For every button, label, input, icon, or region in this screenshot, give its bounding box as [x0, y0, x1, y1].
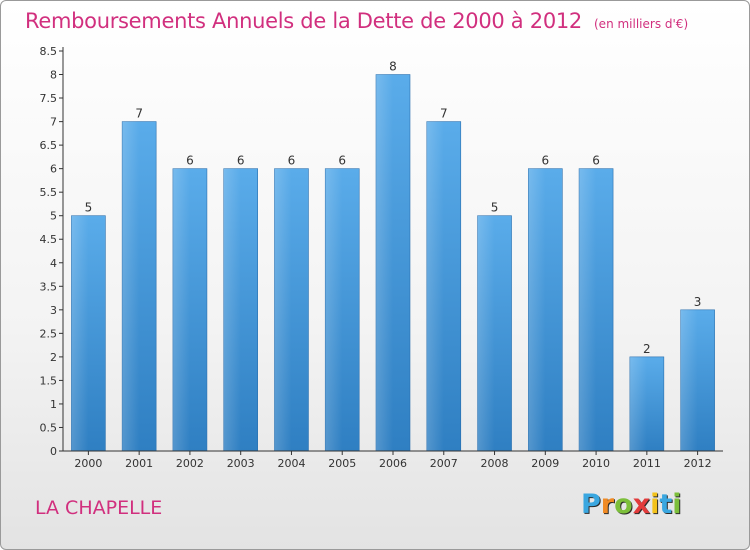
bar-highlight — [376, 74, 393, 451]
bar-value-label: 8 — [389, 60, 397, 74]
bar-highlight — [274, 168, 292, 451]
chart-unit: (en milliers d'€) — [594, 17, 689, 31]
logo-letter: i — [650, 489, 660, 520]
chart-title: Remboursements Annuels de la Dette de 20… — [25, 9, 688, 33]
bar-value-label: 2 — [643, 342, 651, 356]
x-tick-label: 2009 — [531, 457, 559, 470]
logo-letter: P — [581, 489, 601, 520]
x-tick-label: 2001 — [125, 457, 153, 470]
bar-value-label: 5 — [491, 201, 499, 215]
y-tick-label: 4.5 — [40, 233, 58, 246]
x-tick-label: 2012 — [684, 457, 712, 470]
bar-value-label: 7 — [135, 107, 143, 121]
bar-highlight — [629, 356, 647, 451]
commune-name: LA CHAPELLE — [35, 497, 163, 519]
x-tick-label: 2004 — [277, 457, 305, 470]
bar-value-label: 6 — [541, 154, 549, 168]
y-tick-label: 8 — [50, 69, 57, 82]
bar-value-label: 6 — [237, 154, 245, 168]
bar-highlight — [528, 168, 546, 451]
y-tick-label: 1 — [50, 398, 57, 411]
bar-value-label: 6 — [288, 154, 296, 168]
logo-letter: r — [600, 489, 615, 520]
y-tick-label: 7.5 — [40, 92, 58, 105]
y-tick-label: 4 — [50, 257, 57, 270]
y-tick-label: 3 — [50, 304, 57, 317]
bar-value-label: 6 — [592, 154, 600, 168]
bar-value-label: 6 — [338, 154, 346, 168]
x-tick-label: 2007 — [430, 457, 458, 470]
y-tick-label: 2.5 — [40, 327, 58, 340]
x-tick-label: 2006 — [379, 457, 407, 470]
bar-value-label: 6 — [186, 154, 194, 168]
y-tick-label: 5.5 — [40, 186, 58, 199]
y-tick-label: 2 — [50, 351, 57, 364]
bar-value-label: 3 — [694, 295, 702, 309]
y-tick-label: 7 — [50, 116, 57, 129]
x-tick-label: 2008 — [481, 457, 509, 470]
bar-value-label: 5 — [85, 201, 93, 215]
bar-highlight — [579, 168, 597, 451]
chart-title-main: Remboursements Annuels de la Dette de 20… — [25, 9, 582, 33]
y-tick-label: 0.5 — [40, 421, 58, 434]
bar-value-label: 7 — [440, 107, 448, 121]
y-tick-label: 8.5 — [40, 45, 58, 58]
y-axis: 0 0.5 1 1.5 2 2.5 3 3.5 4 4.5 5 5.5 6 6.5 7 7.5 8 8.5 — [40, 45, 64, 458]
y-tick-label: 1.5 — [40, 374, 58, 387]
x-tick-label: 2010 — [582, 457, 610, 470]
x-tick-label: 2003 — [227, 457, 255, 470]
bar-highlight — [71, 215, 89, 451]
logo-letter: x — [632, 489, 651, 520]
bar-highlight — [325, 168, 343, 451]
proxiti-logo: Proxiti — [581, 489, 682, 520]
bar-highlight — [477, 215, 495, 451]
bar-highlight — [172, 168, 190, 451]
bar-highlight — [680, 309, 698, 451]
y-tick-label: 6 — [50, 163, 57, 176]
bar-highlight — [426, 121, 444, 452]
y-tick-label: 6.5 — [40, 139, 58, 152]
x-tick-label: 2011 — [633, 457, 661, 470]
logo-letter: o — [614, 489, 633, 520]
y-tick-label: 0 — [50, 445, 57, 458]
bar-highlight — [122, 121, 140, 452]
x-axis: 2000 2001 2002 2003 2004 2005 2006 2007 2008 2009… — [63, 450, 723, 470]
x-tick-label: 2005 — [328, 457, 356, 470]
x-tick-label: 2002 — [176, 457, 204, 470]
x-tick-label: 2000 — [74, 457, 102, 470]
bars: 5 7 6 6 6 6 8 7 5 6 6 2 3 — [71, 60, 715, 452]
bar-highlight — [223, 168, 241, 451]
logo-letter: t — [659, 489, 673, 520]
logo-letter: i — [672, 489, 682, 520]
y-tick-label: 5 — [50, 210, 57, 223]
y-tick-label: 3.5 — [40, 280, 58, 293]
